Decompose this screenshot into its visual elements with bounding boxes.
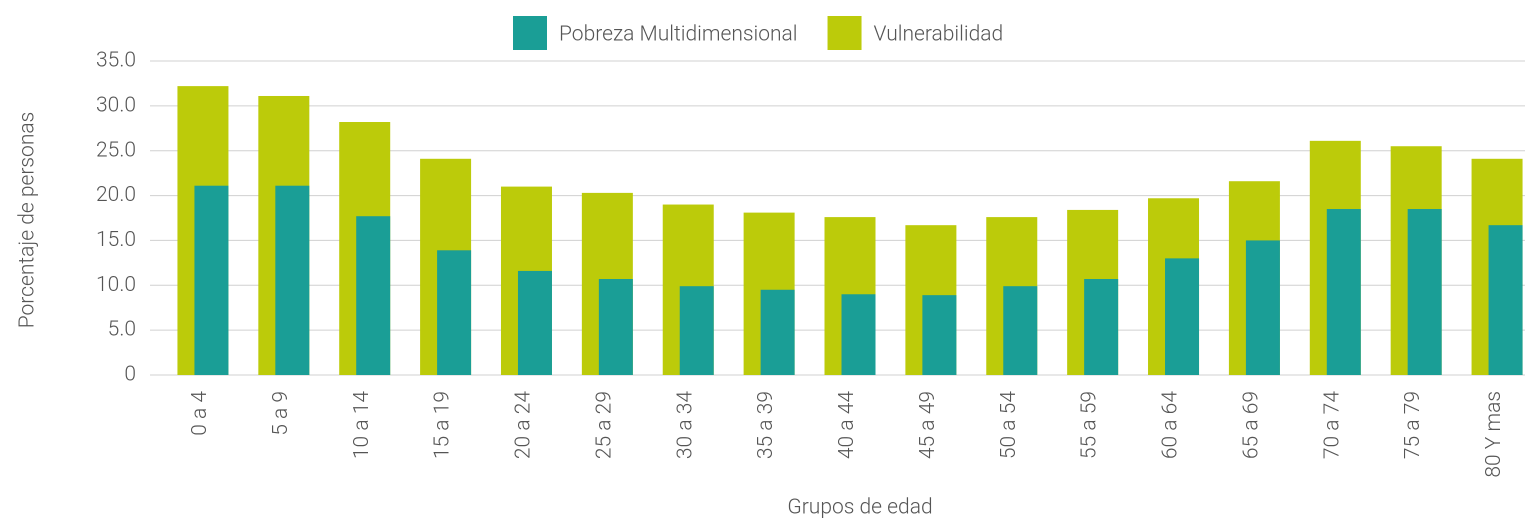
bar: [841, 294, 876, 375]
bar: [598, 279, 633, 375]
x-tick-label: 30 a 34: [673, 391, 697, 459]
x-tick-label: 80 Y mas: [1482, 391, 1506, 478]
x-tick-label: 55 a 59: [1078, 391, 1102, 459]
y-tick-label: 5.0: [108, 318, 136, 342]
legend-label: Vulnerabilidad: [874, 23, 1004, 47]
bar: [1407, 209, 1442, 375]
bar: [760, 289, 795, 375]
bar: [1488, 225, 1523, 375]
x-tick-label: 10 a 14: [350, 391, 374, 459]
y-tick-label: 20.0: [96, 183, 136, 207]
x-tick-label: 75 a 79: [1401, 391, 1425, 459]
bar: [1326, 209, 1361, 375]
x-tick-label: 40 a 44: [835, 391, 859, 459]
x-tick-label: 0 a 4: [188, 391, 212, 436]
y-tick-label: 25.0: [96, 138, 136, 162]
bar: [1165, 258, 1200, 375]
y-axis-title: Porcentaje de personas: [16, 112, 40, 329]
x-tick-label: 65 a 69: [1239, 391, 1263, 459]
x-tick-label: 5 a 9: [269, 391, 293, 436]
y-tick-label: 35.0: [96, 49, 136, 73]
bar: [679, 286, 714, 375]
y-tick-label: 0: [124, 363, 136, 387]
bar: [1003, 286, 1038, 375]
legend-swatch: [513, 16, 547, 50]
x-tick-label: 15 a 19: [431, 391, 455, 459]
x-tick-label: 70 a 74: [1320, 391, 1344, 459]
legend-label: Pobreza Multidimensional: [559, 23, 798, 47]
bar: [194, 185, 229, 375]
x-tick-label: 25 a 29: [592, 391, 616, 459]
x-tick-label: 20 a 24: [512, 391, 536, 459]
x-tick-label: 50 a 54: [997, 391, 1021, 459]
bar: [275, 185, 310, 375]
legend-swatch: [827, 16, 862, 50]
bar: [437, 250, 472, 375]
y-tick-label: 30.0: [96, 93, 136, 117]
x-tick-label: 60 a 64: [1159, 391, 1183, 459]
x-tick-label: 45 a 49: [916, 391, 940, 459]
bar: [1084, 279, 1119, 375]
x-axis-title: Grupos de edad: [787, 496, 932, 520]
y-tick-label: 10.0: [96, 273, 136, 297]
bar: [1245, 240, 1280, 375]
bar: [922, 295, 957, 375]
x-tick-label: 35 a 39: [754, 391, 778, 459]
y-tick-label: 15.0: [96, 228, 136, 252]
bar: [517, 270, 552, 375]
bar: [356, 216, 391, 375]
